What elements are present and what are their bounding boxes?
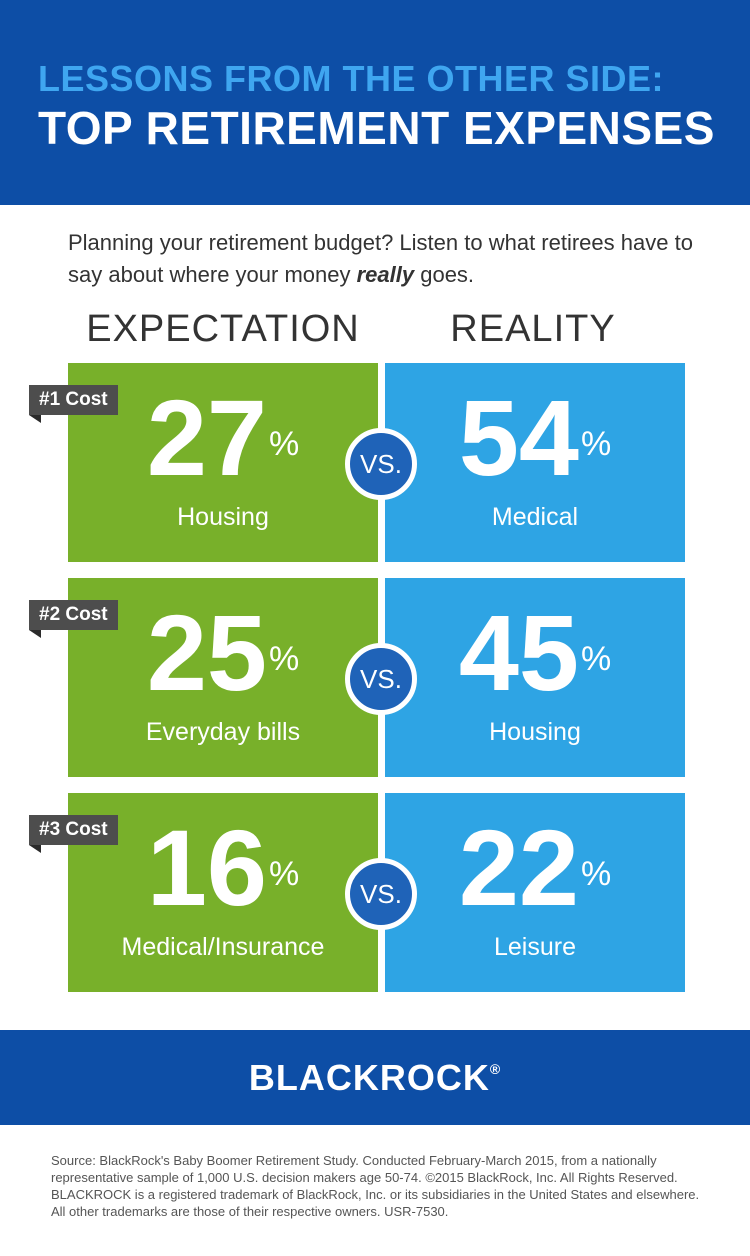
cost-row-1: 27% Housing 54% Medical VS. #1 Cost: [0, 363, 750, 563]
percent-sign: %: [268, 425, 300, 463]
vs-badge: VS.: [345, 643, 417, 715]
reality-box: 22% Leisure: [385, 793, 685, 992]
value-number: 54: [458, 377, 579, 498]
reality-value: 45%: [385, 598, 685, 708]
percent-sign: %: [580, 425, 612, 463]
rank-tag-fold: [29, 415, 41, 423]
source-footnote: Source: BlackRock's Baby Boomer Retireme…: [51, 1153, 700, 1219]
rank-tag-fold: [29, 630, 41, 638]
reality-box: 45% Housing: [385, 578, 685, 777]
reality-label: Medical: [491, 503, 579, 531]
intro-text: Planning your retirement budget? Listen …: [68, 227, 708, 291]
intro-emphasis: really: [356, 262, 415, 287]
expectation-label: Housing: [177, 503, 269, 531]
expectation-box: 27% Housing: [68, 363, 378, 562]
header-banner: LESSONS FROM THE OTHER SIDE: TOP RETIREM…: [0, 0, 750, 205]
reality-box: 54% Medical: [385, 363, 685, 562]
cost-row-2: 25% Everyday bills 45% Housing VS. #2 Co…: [0, 578, 750, 778]
expectation-value: 25%: [68, 598, 378, 708]
header-subtitle: LESSONS FROM THE OTHER SIDE:: [38, 58, 665, 99]
cost-row-3: 16% Medical/Insurance 22% Leisure VS. #3…: [0, 793, 750, 993]
reality-label: Housing: [489, 718, 581, 746]
expectation-label: Medical/Insurance: [121, 933, 325, 961]
percent-sign: %: [580, 855, 612, 893]
expectation-value: 27%: [68, 383, 378, 493]
vs-badge: VS.: [345, 428, 417, 500]
expectation-label: Everyday bills: [145, 718, 301, 746]
value-number: 45: [458, 592, 579, 713]
intro-part1: Planning your retirement budget? Listen …: [68, 230, 693, 287]
rank-tag: #2 Cost: [29, 600, 118, 630]
value-number: 16: [146, 807, 267, 928]
value-number: 27: [146, 377, 267, 498]
registered-mark: ®: [489, 1061, 502, 1077]
value-number: 22: [458, 807, 579, 928]
rank-tag: #3 Cost: [29, 815, 118, 845]
reality-value: 54%: [385, 383, 685, 493]
percent-sign: %: [580, 640, 612, 678]
reality-label: Leisure: [494, 933, 576, 961]
percent-sign: %: [268, 855, 300, 893]
expectation-column-heading: EXPECTATION: [86, 308, 360, 350]
value-number: 25: [146, 592, 267, 713]
intro-part2: goes.: [414, 262, 475, 287]
vs-badge: VS.: [345, 858, 417, 930]
header-title: TOP RETIREMENT EXPENSES: [38, 102, 715, 154]
expectation-box: 25% Everyday bills: [68, 578, 378, 777]
expectation-box: 16% Medical/Insurance: [68, 793, 378, 992]
rank-tag-fold: [29, 845, 41, 853]
reality-value: 22%: [385, 813, 685, 923]
expectation-value: 16%: [68, 813, 378, 923]
reality-column-heading: REALITY: [450, 308, 616, 350]
blackrock-logo: BLACKROCK®: [0, 1030, 750, 1125]
percent-sign: %: [268, 640, 300, 678]
brand-banner: BLACKROCK®: [0, 1030, 750, 1125]
rank-tag: #1 Cost: [29, 385, 118, 415]
brand-name: BLACKROCK: [248, 1057, 490, 1098]
